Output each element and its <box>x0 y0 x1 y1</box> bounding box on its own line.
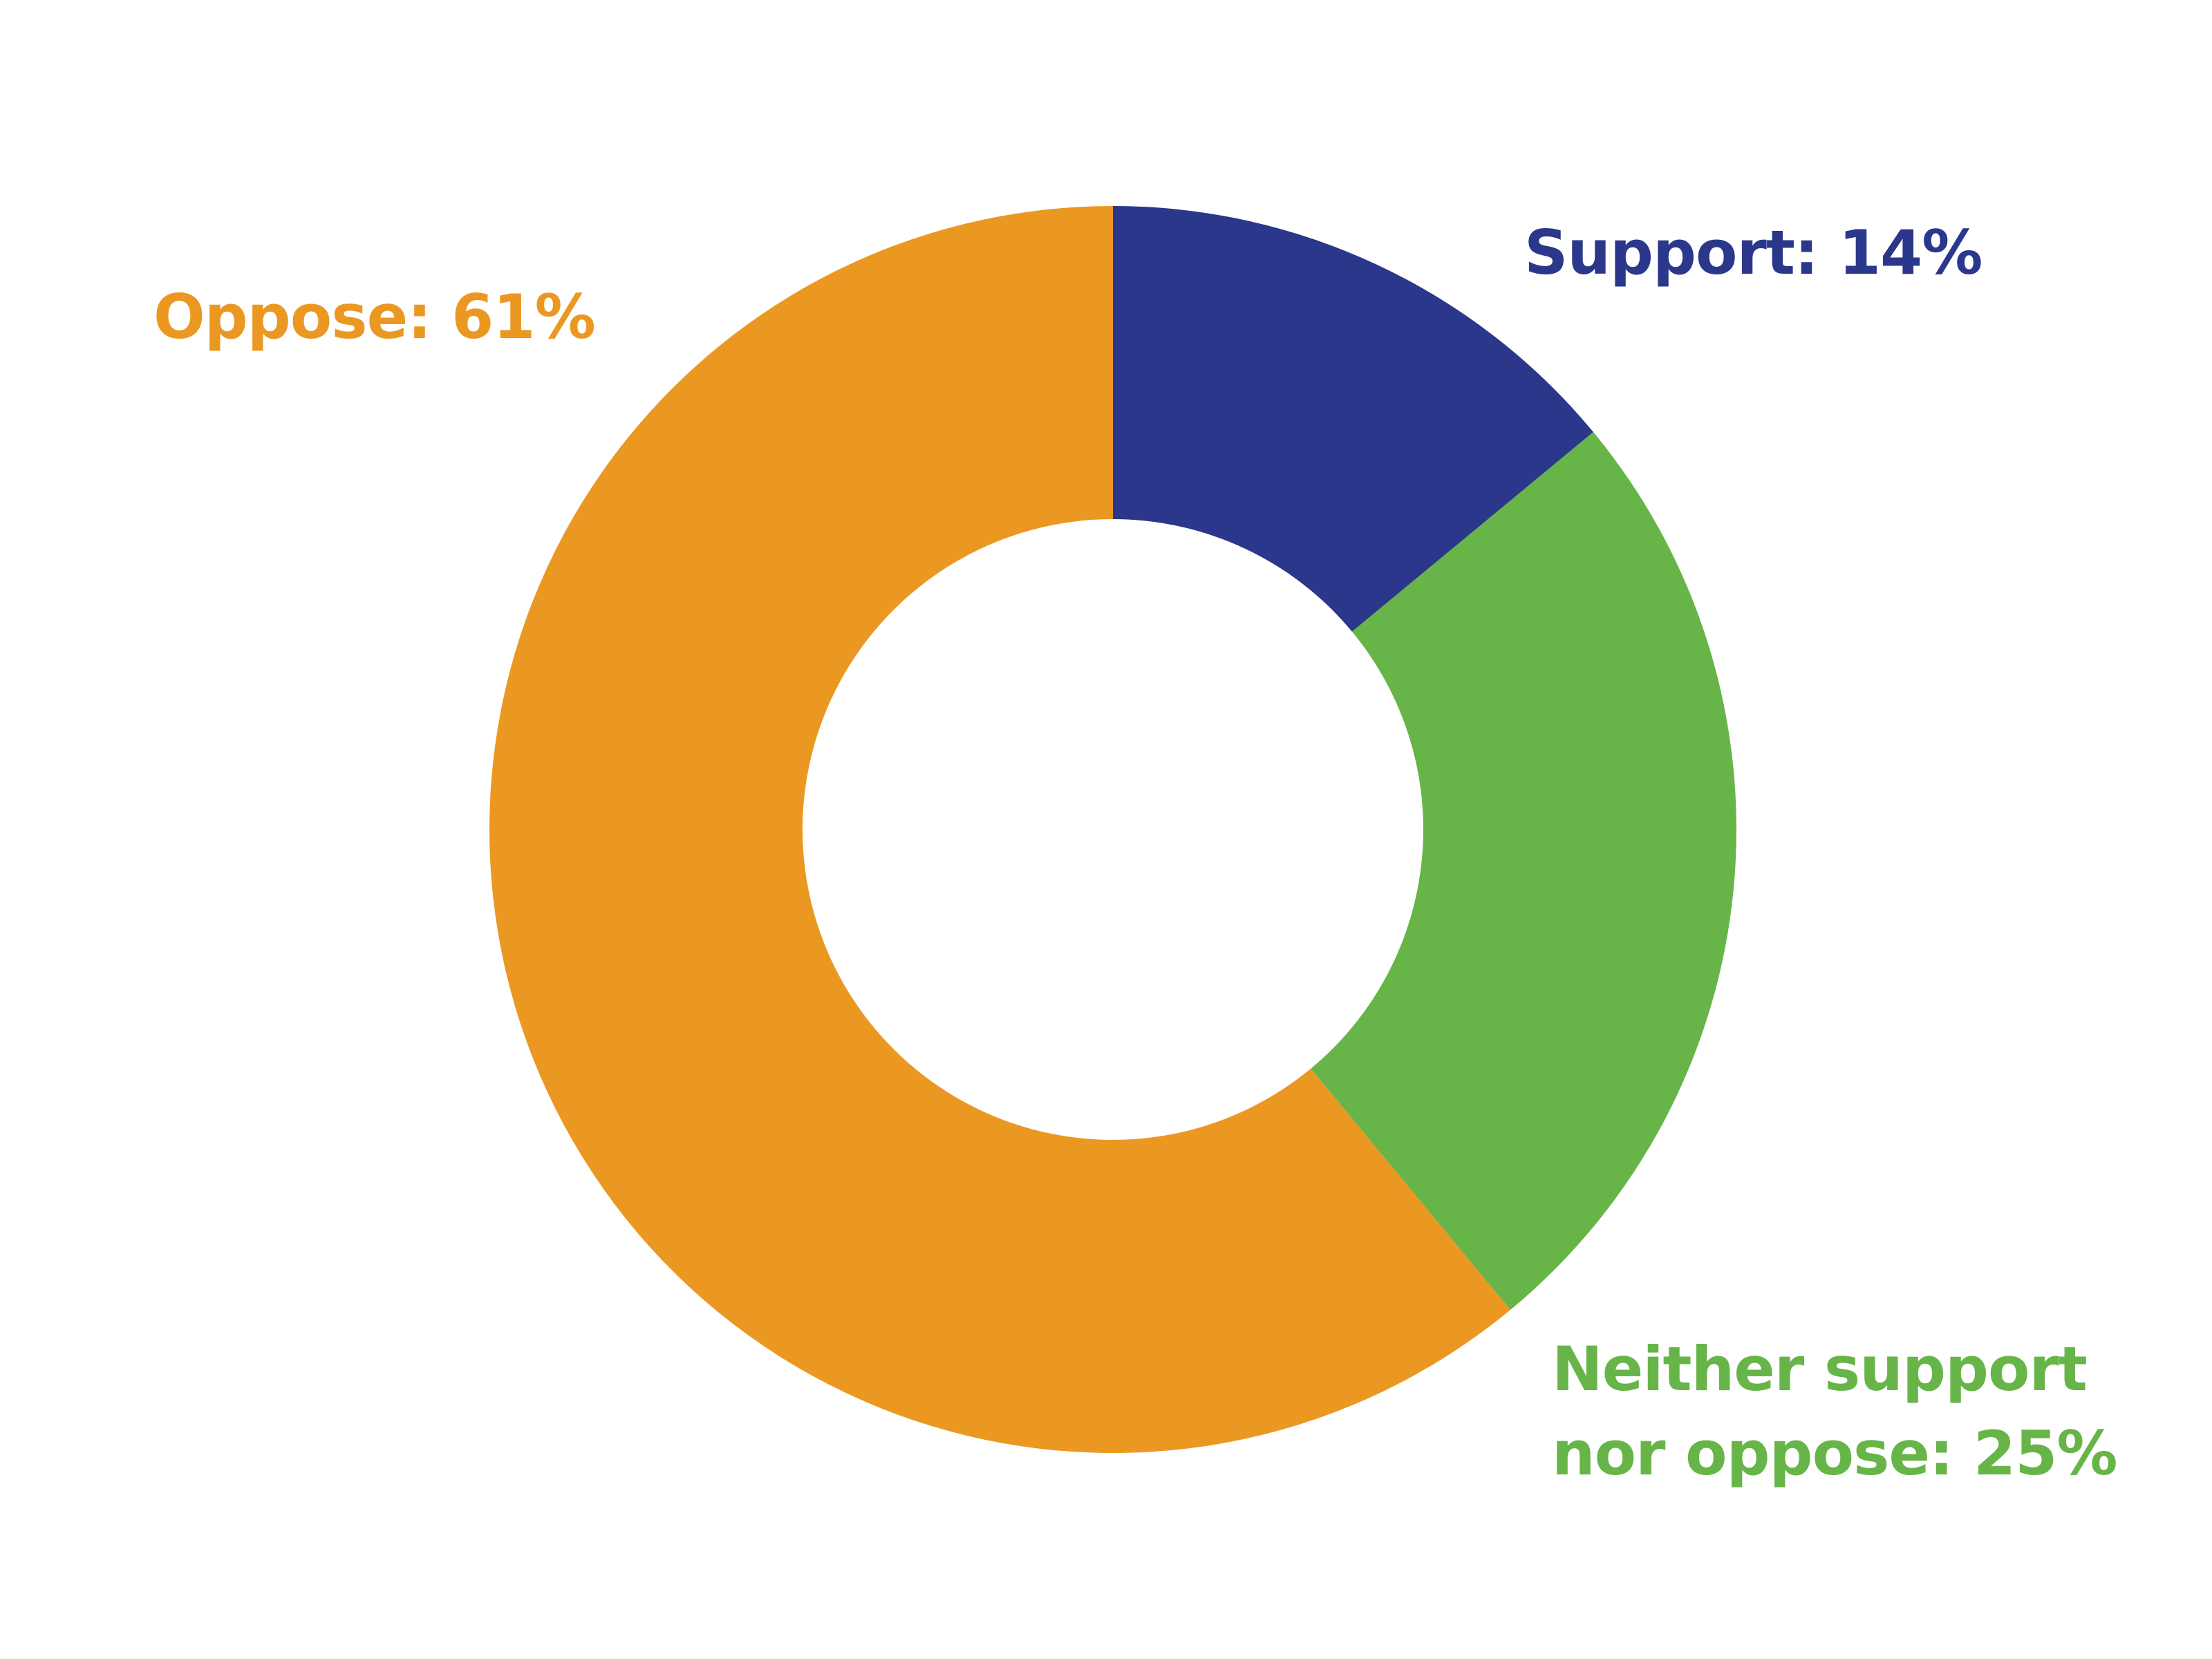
slice <box>1311 432 1736 1311</box>
data-label: Neither support nor oppose: 25% <box>1552 1333 2118 1489</box>
slice <box>489 206 1510 1453</box>
data-label: Oppose: 61% <box>153 281 596 353</box>
slice <box>1113 206 1594 632</box>
data-label: Support: 14% <box>1524 217 1983 288</box>
